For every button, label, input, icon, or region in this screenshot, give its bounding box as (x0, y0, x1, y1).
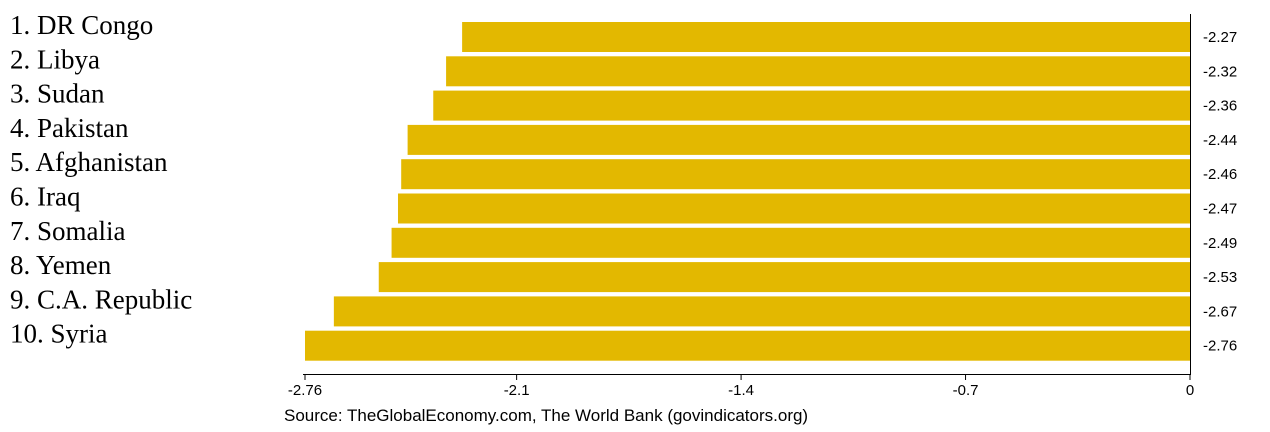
x-tick-label: -1.4 (728, 382, 754, 399)
x-tick-label: -2.1 (504, 382, 530, 399)
bar-10 (305, 330, 1190, 361)
bar-8 (378, 262, 1190, 293)
category-label: 5. Afghanistan (10, 147, 168, 177)
value-label: -2.67 (1203, 303, 1237, 320)
bars-group (305, 22, 1191, 361)
value-label: -2.32 (1203, 63, 1237, 80)
value-label: -2.53 (1203, 269, 1237, 286)
source-note: Source: TheGlobalEconomy.com, The World … (284, 406, 808, 425)
value-label: -2.49 (1203, 235, 1237, 252)
value-label: -2.44 (1203, 132, 1237, 149)
bar-6 (397, 193, 1190, 224)
value-label: -2.27 (1203, 29, 1237, 46)
category-label: 8. Yemen (10, 250, 112, 280)
value-label: -2.46 (1203, 166, 1237, 183)
bar-2 (446, 56, 1191, 87)
value-label: -2.36 (1203, 98, 1237, 115)
bar-9 (333, 296, 1190, 327)
category-label: 4. Pakistan (10, 113, 129, 143)
category-label: 10. Syria (10, 319, 108, 349)
x-tick-label: -0.7 (953, 382, 979, 399)
bar-5 (401, 159, 1190, 190)
value-label: -2.47 (1203, 201, 1237, 218)
category-label: 2. Libya (10, 44, 100, 74)
category-label: 6. Iraq (10, 182, 81, 212)
bar-7 (391, 227, 1191, 258)
category-labels: 1. DR Congo 2. Libya 3. Sudan 4. Pakistan 5.… (10, 10, 192, 349)
category-label: 9. C.A. Republic (10, 284, 192, 314)
category-label: 3. Sudan (10, 79, 105, 109)
bar-3 (433, 90, 1190, 121)
x-tick-label: 0 (1186, 382, 1194, 399)
value-label: -2.76 (1203, 338, 1237, 355)
bar-4 (407, 124, 1190, 155)
bar-1 (462, 22, 1190, 52)
x-axis-ticks: -2.76 -2.1 -1.4 -0.7 0 (288, 374, 1194, 399)
category-label: 1. DR Congo (10, 10, 153, 40)
category-label: 7. Somalia (10, 216, 126, 246)
x-tick-label: -2.76 (288, 382, 322, 399)
value-labels: -2.27 -2.32 -2.36 -2.44 -2.46 -2.47 -2.49 -2.53… (1203, 29, 1237, 355)
